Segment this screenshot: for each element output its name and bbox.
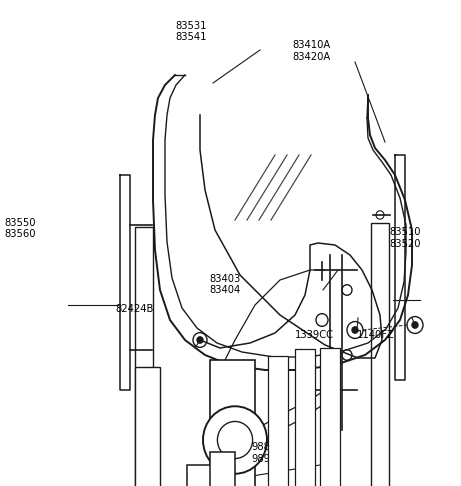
Bar [210, 452, 235, 486]
Bar [214, 485, 230, 486]
Circle shape [193, 332, 207, 347]
Circle shape [412, 322, 418, 328]
Circle shape [342, 285, 352, 295]
Text: 83531
83541: 83531 83541 [176, 21, 207, 42]
Text: 83510
83520: 83510 83520 [390, 227, 421, 249]
Circle shape [316, 313, 328, 326]
Bar [187, 465, 215, 486]
Circle shape [218, 421, 253, 459]
Text: 98800
98900: 98800 98900 [251, 442, 283, 464]
Circle shape [376, 211, 384, 219]
Bar [320, 348, 340, 486]
Bar [210, 360, 255, 486]
Text: 83403
83404: 83403 83404 [210, 274, 241, 295]
Bar [371, 223, 389, 486]
Text: 83550
83560: 83550 83560 [5, 218, 36, 239]
Text: 1140FZ: 1140FZ [357, 330, 395, 340]
Text: 1339CC: 1339CC [295, 330, 334, 340]
Bar [295, 349, 315, 486]
Circle shape [407, 316, 423, 333]
Circle shape [347, 322, 363, 338]
Text: 83410A
83420A: 83410A 83420A [293, 40, 331, 62]
Bar [135, 227, 153, 486]
Circle shape [342, 350, 352, 360]
Text: 82424B: 82424B [115, 304, 154, 313]
Bar [268, 356, 288, 486]
Circle shape [203, 406, 267, 474]
Circle shape [352, 327, 358, 333]
Circle shape [197, 337, 203, 343]
Bar [135, 367, 160, 486]
